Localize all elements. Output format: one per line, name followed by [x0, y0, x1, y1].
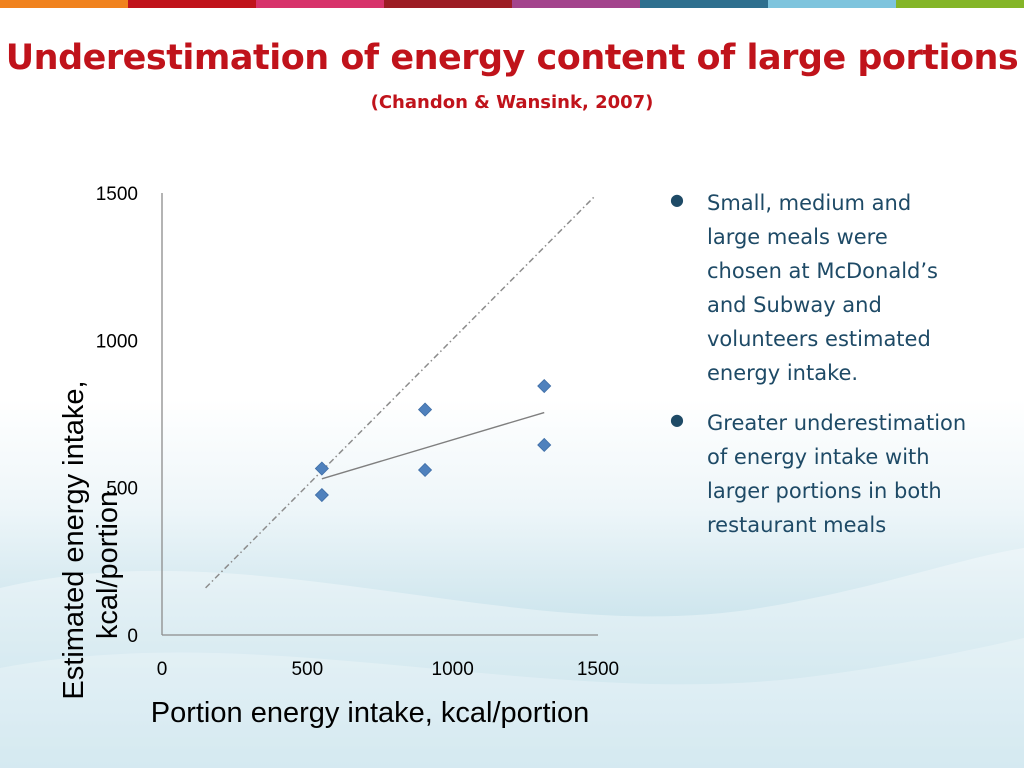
- x-tick-label: 1000: [432, 659, 474, 680]
- slide-subtitle: (Chandon & Wansink, 2007): [370, 92, 654, 113]
- bullet-text: Small, medium and large meals were chose…: [707, 191, 938, 385]
- x-axis-title: Portion energy intake, kcal/portion: [151, 697, 589, 729]
- top-bar-segment: [384, 0, 512, 8]
- x-tick-label: 0: [157, 659, 168, 680]
- y-tick-label: 0: [127, 626, 138, 647]
- x-tick-label: 1500: [577, 659, 619, 680]
- top-bar-segment: [640, 0, 768, 8]
- x-tick-label: 500: [291, 659, 323, 680]
- top-bar-segment: [768, 0, 896, 8]
- data-point: [417, 462, 433, 478]
- data-point: [314, 487, 329, 503]
- data-point: [314, 461, 329, 476]
- data-point: [537, 378, 552, 394]
- bullet-item: ● Greater underestimation of energy intak…: [668, 406, 968, 542]
- y-tick-label: 500: [106, 479, 138, 500]
- top-bar-segment: [896, 0, 1024, 8]
- identity-line: [205, 195, 596, 589]
- top-color-bar: [0, 0, 1024, 8]
- trend-line: [321, 411, 545, 480]
- bullet-text: Greater underestimation of energy intake…: [707, 411, 967, 537]
- slide-title: Underestimation of energy content of lar…: [5, 38, 1019, 78]
- y-tick-label: 1500: [96, 184, 138, 205]
- y-axis-title: Estimated energy intake,kcal/portion: [58, 380, 124, 699]
- bullet-dot-icon: ●: [670, 190, 684, 209]
- bullet-dot-icon: ●: [670, 410, 684, 429]
- top-bar-segment: [0, 0, 128, 8]
- bullet-item: ● Small, medium and large meals were chos…: [668, 186, 968, 390]
- top-bar-segment: [512, 0, 640, 8]
- data-point: [537, 437, 552, 453]
- y-tick-label: 1000: [96, 331, 138, 352]
- background-wave: [0, 548, 1024, 768]
- top-bar-segment: [256, 0, 384, 8]
- bullet-list: ● Small, medium and large meals were chos…: [668, 186, 968, 558]
- top-bar-segment: [128, 0, 256, 8]
- data-point: [417, 402, 433, 417]
